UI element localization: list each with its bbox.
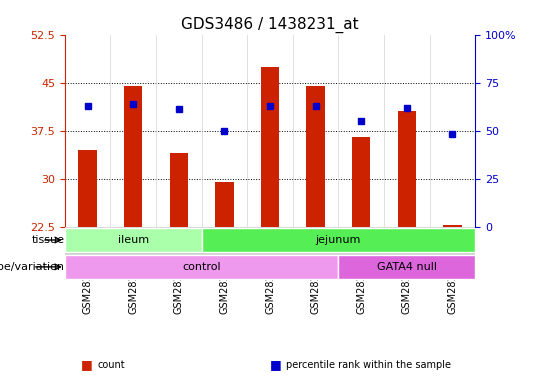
Bar [352, 137, 370, 227]
Bar [339, 255, 475, 279]
Bar [170, 153, 188, 227]
Text: jejunum: jejunum [316, 235, 361, 245]
Text: tissue: tissue [32, 235, 65, 245]
Text: count: count [97, 360, 125, 370]
Text: ileum: ileum [118, 235, 148, 245]
Text: control: control [183, 262, 221, 272]
Bar [201, 228, 475, 252]
Bar [215, 182, 233, 227]
Bar [397, 111, 416, 227]
Text: percentile rank within the sample: percentile rank within the sample [286, 360, 451, 370]
Bar [124, 86, 143, 227]
Bar [261, 66, 279, 227]
Text: GATA4 null: GATA4 null [377, 262, 437, 272]
Text: ■: ■ [81, 358, 93, 371]
Text: ■: ■ [270, 358, 282, 371]
Bar [65, 255, 339, 279]
Bar [443, 225, 462, 227]
Title: GDS3486 / 1438231_at: GDS3486 / 1438231_at [181, 17, 359, 33]
Bar [307, 86, 325, 227]
Bar [65, 228, 201, 252]
Bar [78, 150, 97, 227]
Text: genotype/variation: genotype/variation [0, 262, 65, 272]
